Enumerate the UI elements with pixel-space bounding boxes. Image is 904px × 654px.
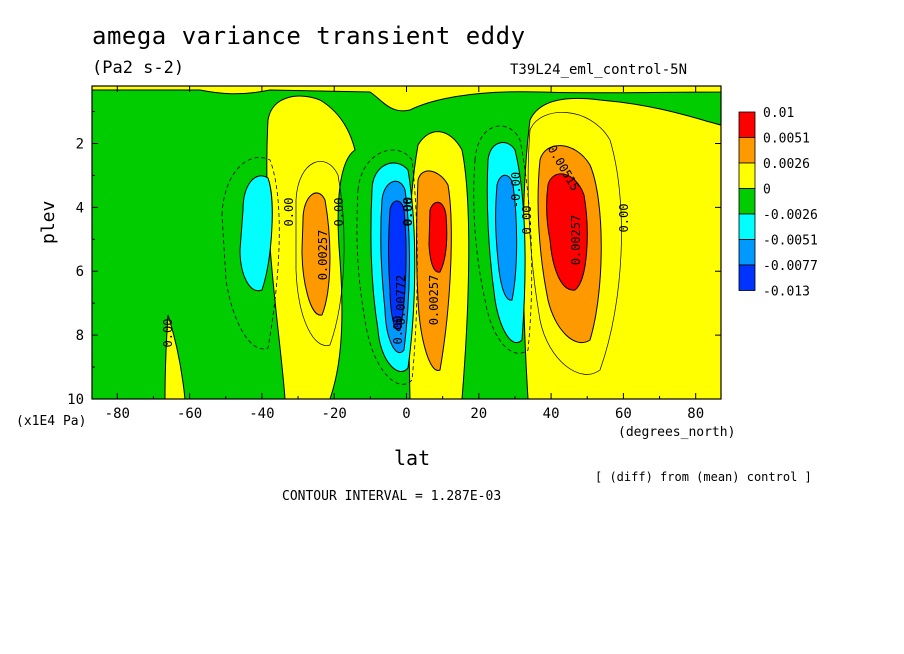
colorbar-label: 0.0026	[763, 157, 810, 172]
y-axis: 2 4 6 8 10	[67, 111, 721, 408]
colorbar-label: -0.013	[763, 285, 810, 300]
thin-contour-0	[295, 161, 345, 346]
x-axis-units: (degrees_north)	[618, 425, 736, 440]
contour-label: 0.00	[520, 206, 534, 235]
x-tick-label: 0	[402, 406, 410, 422]
contour-label: 0.00	[332, 198, 346, 227]
dashed-contour-0	[221, 157, 280, 350]
colorbar: 0.01 0.0051 0.0026 0 -0.0026 -0.0051 -0.0077 -0…	[738, 106, 818, 300]
x-tick-label: 40	[543, 406, 560, 422]
colorbar-swatch	[738, 239, 756, 266]
colorbar-swatch	[738, 213, 756, 240]
contour-label: 0.00257	[569, 215, 583, 266]
contour-interval: CONTOUR INTERVAL = 1.287E-03	[282, 489, 502, 504]
colorbar-label: -0.0051	[763, 234, 818, 249]
contour-label: 0.00	[282, 198, 296, 227]
colorbar-swatch	[738, 162, 756, 189]
x-axis: -80 -60 -40 -20 0 20 40 60 80	[105, 86, 704, 422]
thin-contour-1	[527, 111, 622, 375]
region-pos-b-inner	[428, 201, 448, 273]
contour-label: 0.00	[161, 319, 175, 348]
region-neg-b-inner	[388, 200, 407, 332]
filled-contours	[92, 86, 721, 399]
x-axis-label: lat	[394, 446, 431, 470]
chart-units: (Pa2 s-2)	[92, 58, 185, 78]
x-tick-label: 20	[470, 406, 487, 422]
region-pos-small	[164, 314, 186, 399]
contour-label: -0.00	[401, 197, 415, 233]
colorbar-swatch	[738, 264, 756, 291]
x-tick-label: 80	[687, 406, 704, 422]
x-tick-label: -20	[322, 406, 347, 422]
contour-lines	[221, 111, 622, 385]
region-pos-a-inner	[301, 192, 331, 316]
region-pos-c-inner	[546, 173, 588, 291]
colorbar-swatch	[738, 137, 756, 164]
y-tick-label: 4	[76, 200, 84, 216]
colorbar-label: 0.01	[763, 106, 794, 121]
x-tick-label: -80	[105, 406, 130, 422]
contour-label: 0.00	[617, 204, 631, 233]
region-neg-a	[239, 175, 273, 292]
colorbar-swatch	[738, 188, 756, 215]
contour-label: 0.00772	[394, 275, 408, 326]
x-tick-label: -60	[177, 406, 202, 422]
x-tick-label: -40	[249, 406, 274, 422]
contour-label: 0.00257	[427, 275, 441, 326]
x-tick-label: 60	[615, 406, 632, 422]
y-axis-label: plev	[38, 200, 59, 244]
contour-label: 0.00	[391, 316, 405, 345]
dashed-contour-2	[473, 125, 533, 354]
y-tick-label: 6	[76, 264, 84, 280]
region-top-strip	[92, 86, 721, 112]
y-axis-units: (x1E4 Pa)	[16, 414, 87, 429]
contour-label: 0.00	[401, 198, 415, 227]
y-tick-label: 8	[76, 328, 84, 344]
contour-label: -0.00	[509, 172, 523, 208]
contour-label: 0.00257	[316, 230, 330, 281]
region-neg-c-inner	[495, 174, 518, 301]
diff-note: [ (diff) from (mean) control ]	[595, 470, 812, 484]
dashed-contour-1	[356, 149, 418, 385]
y-tick-label: 2	[76, 136, 84, 152]
y-tick-label: 10	[67, 392, 84, 408]
colorbar-label: -0.0077	[763, 259, 818, 274]
colorbar-swatch	[738, 111, 756, 138]
run-label: T39L24_eml_control-5N	[510, 62, 688, 78]
colorbar-label: -0.0026	[763, 208, 818, 223]
colorbar-label: 0	[763, 183, 771, 198]
chart-title: amega variance transient eddy	[92, 22, 526, 50]
colorbar-label: 0.0051	[763, 132, 810, 147]
